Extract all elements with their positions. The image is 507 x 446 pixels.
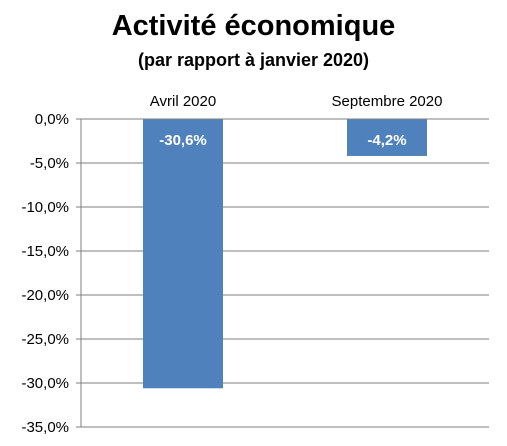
data-label: -30,6%	[159, 132, 207, 149]
y-tick-label: 0,0%	[35, 111, 69, 128]
chart-subtitle: (par rapport à janvier 2020)	[137, 50, 370, 70]
category-label: Avril 2020	[150, 93, 216, 110]
y-tick-label: -30,0%	[21, 375, 69, 392]
y-tick-label: -10,0%	[21, 199, 69, 216]
chart-title: Activité économique	[111, 10, 396, 42]
y-tick-label: -35,0%	[21, 419, 69, 436]
y-tick-label: -20,0%	[21, 287, 69, 304]
y-tick-label: -25,0%	[21, 331, 69, 348]
bar	[143, 119, 223, 389]
category-label: Septembre 2020	[332, 93, 443, 110]
data-label: -4,2%	[367, 132, 406, 149]
y-tick-label: -5,0%	[30, 155, 69, 172]
bar	[347, 119, 427, 156]
y-tick-label: -15,0%	[21, 243, 69, 260]
